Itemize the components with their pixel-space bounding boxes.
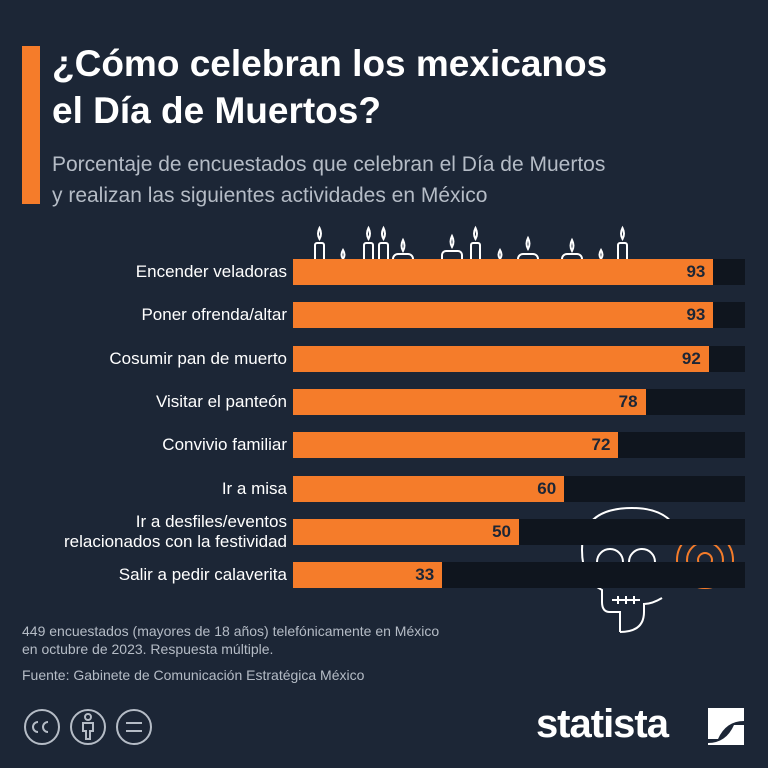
category-label: Ir a desfiles/eventos relacionados con l… xyxy=(63,511,287,551)
accent-bar xyxy=(22,46,40,204)
bar xyxy=(293,518,519,545)
bar xyxy=(293,259,714,285)
value-label: 93 xyxy=(686,262,706,281)
value-label: 72 xyxy=(591,435,611,455)
value-label: 92 xyxy=(681,348,701,368)
footnote: 449 encuestados (mayores de 18 años) tel… xyxy=(22,623,440,657)
bar xyxy=(293,562,443,589)
brand-mark xyxy=(708,708,744,745)
bar xyxy=(293,302,714,329)
license-icons xyxy=(24,709,152,745)
category-label: Convivio familiar xyxy=(162,435,287,455)
bar xyxy=(293,432,619,459)
value-label: 50 xyxy=(492,521,511,541)
source: Fuente: Gabinete de Comunicación Estraté… xyxy=(22,667,365,683)
value-label: 60 xyxy=(537,478,557,498)
category-label: Visitar el panteón xyxy=(155,391,287,411)
value-label: 33 xyxy=(415,565,435,585)
bar xyxy=(293,345,709,372)
bar xyxy=(293,388,646,415)
value-label: 93 xyxy=(686,305,706,325)
category-label: Ir a misa xyxy=(221,478,287,498)
chart-subtitle: Porcentaje de encuestados que celebran e… xyxy=(52,153,606,207)
category-label: Salir a pedir calaverita xyxy=(118,565,287,585)
category-label: Cosumir pan de muerto xyxy=(109,348,287,368)
chart-title: ¿Cómo celebran los mexicanos el Día de M… xyxy=(52,43,608,131)
bar xyxy=(293,475,565,502)
category-label: Poner ofrenda/altar xyxy=(141,305,287,325)
brand-logo: statista xyxy=(535,702,669,746)
category-label: Encender veladoras xyxy=(135,262,287,281)
value-label: 78 xyxy=(618,391,638,411)
